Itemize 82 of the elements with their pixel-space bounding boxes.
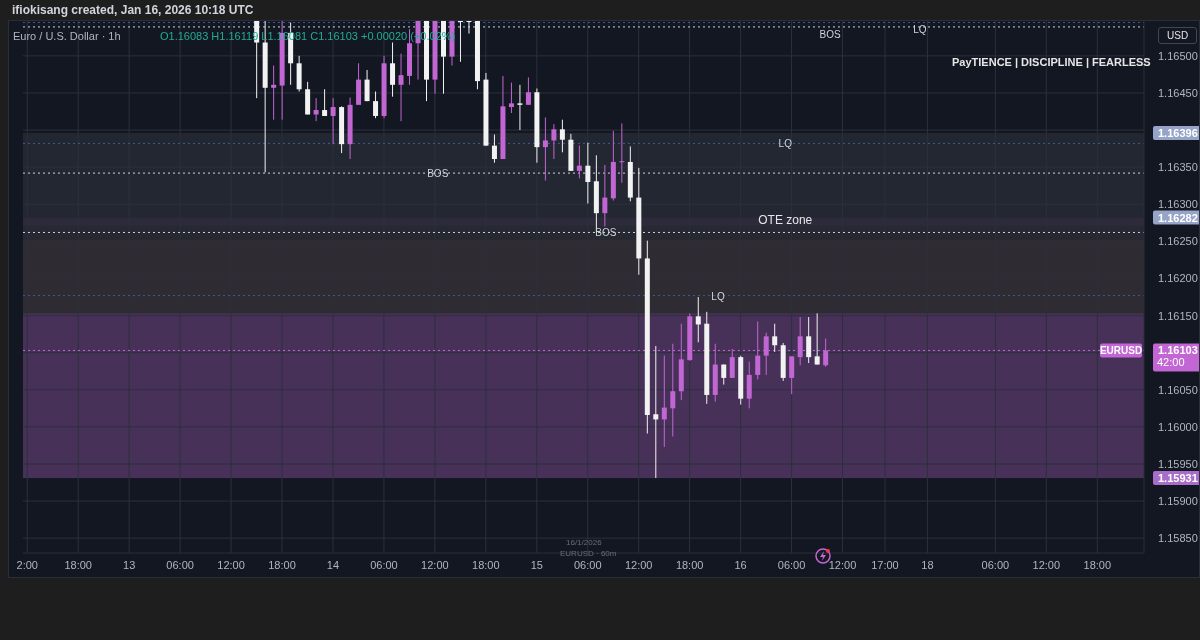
candlestick [390,42,396,98]
ref-line-label: LQ [778,138,793,150]
y-tick-label: 1.16500 [1158,49,1198,62]
ref-line-label: EURUSD [1099,345,1143,357]
ref-line-label: BOS [595,227,617,239]
candlestick [806,316,812,364]
x-tick-label: 13 [123,558,136,571]
candlestick [814,312,820,366]
candlestick [398,53,404,122]
x-tick-label: 12:00 [421,558,449,571]
y-tick-label: 1.16050 [1158,383,1198,396]
y-tick-label: 1.16450 [1158,86,1198,99]
x-tick-label: 18 [921,558,934,571]
text: ifiokisang created, Jan 16, 2026 10:18 UTC [12,3,254,17]
y-tick-label: 1.16000 [1158,420,1198,433]
candlestick [653,345,659,479]
x-tick-label: 15 [530,558,543,571]
candlestick [542,116,548,182]
x-tick-label: 2:00 [16,558,38,571]
x-tick-label: 06:00 [777,558,806,571]
ref-line-label: LQ [913,24,927,36]
candlestick [322,88,328,117]
y-tick-label: 1.16396 [1158,127,1198,140]
x-tick-label: 06:00 [370,558,398,571]
y-tick-label: 1.16250 [1158,235,1198,248]
candlestick [661,355,667,448]
candlestick [576,145,582,179]
candlestick [585,142,591,205]
candlestick [313,97,319,122]
text: Euro / U.S. Dollar · 1h [13,30,121,42]
candlestick [695,296,701,343]
x-tick-label: 12:00 [217,558,245,571]
candlestick [525,76,531,106]
x-tick-label: 18:00 [268,558,296,571]
candlestick [559,119,565,153]
candlestick [602,164,608,228]
x-tick-label: 18:00 [675,558,704,571]
y-tick-label: 1.16103 [1158,344,1198,357]
x-tick-label: 18:00 [472,558,500,571]
candlestick [330,97,336,145]
x-tick-label: 17:00 [871,558,899,571]
candlestick [466,21,472,35]
x-tick-label: 18:00 [1083,558,1112,571]
annotation: 16/1/2026 [566,538,602,547]
y-tick-label: 1.16300 [1158,198,1198,211]
x-tick-label: 14 [326,558,340,571]
y-tick-label: 1.16350 [1158,161,1198,174]
candlestick [619,122,625,184]
y-tick-label: 1.16150 [1158,309,1198,322]
text: 42:00 [1157,356,1185,369]
candlestick [457,21,463,63]
band-label: OTE zone [758,213,813,228]
candlestick [789,355,795,395]
candlestick [517,84,523,131]
annotation: PayTIENCE | DISCIPLINE | FEARLESS [952,56,1151,68]
candlestick [373,90,379,119]
candlestick [364,69,370,102]
annotation: EURUSD · 60m [560,549,617,558]
x-tick-label: 12:00 [1032,558,1061,571]
y-tick-label: 1.16282 [1158,211,1198,224]
candlestick [746,361,752,409]
x-tick-label: 12:00 [828,558,857,571]
candlestick [772,323,778,353]
x-tick-label: 12:00 [624,558,653,571]
candlestick [271,65,277,121]
ref-line-label: BOS [427,168,449,180]
ref-line-label: LQ [711,290,725,302]
x-tick-label: 16 [734,558,747,571]
x-tick-label: 06:00 [573,558,602,571]
y-tick-label: 1.16200 [1158,272,1198,285]
x-tick-label: 06:00 [166,558,194,571]
candlestick [508,82,514,114]
y-tick-label: 1.15931 [1158,472,1198,485]
candlestick [491,134,497,164]
x-tick-label: 06:00 [981,558,1010,571]
y-tick-label: 1.15950 [1158,457,1198,470]
y-tick-label: 1.15900 [1158,495,1198,508]
candlestick [551,123,557,160]
y-tick-label: 1.15850 [1158,532,1198,545]
text: USD [1158,27,1198,44]
x-tick-label: 18:00 [64,558,92,571]
ref-line-label: BOS [819,28,842,40]
